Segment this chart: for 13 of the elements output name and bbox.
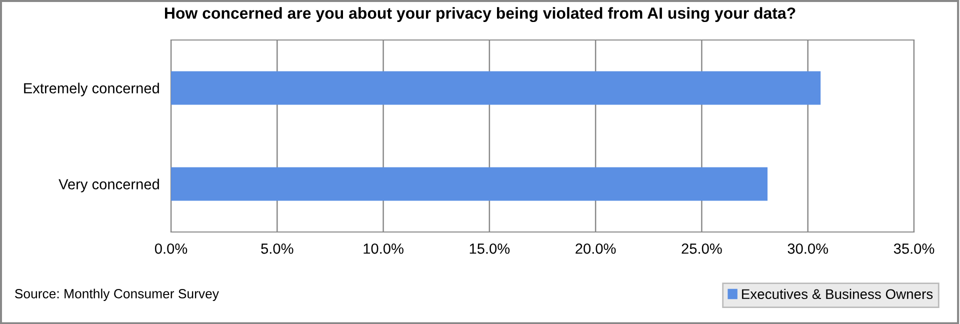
y-tick-label: Very concerned	[58, 178, 159, 192]
x-tick-label: 10.0%	[364, 243, 404, 254]
x-tick-label: 25.0%	[682, 243, 722, 254]
x-tick-label: 35.0%	[894, 243, 934, 254]
y-tick-label: Extremely concerned	[24, 82, 159, 96]
x-tick-label: 20.0%	[576, 243, 616, 254]
x-tick-label: 0.0%	[154, 243, 188, 254]
x-tick-label: 5.0%	[261, 243, 294, 254]
source-note: Source: Monthly Consumer Survey	[15, 288, 219, 301]
legend-label: Executives & Business Owners	[742, 288, 933, 300]
x-tick-label: 15.0%	[470, 243, 510, 254]
chart-title: How concerned are you about your privacy being violated from AI using your data?	[164, 7, 796, 22]
x-tick-label: 30.0%	[788, 243, 828, 254]
